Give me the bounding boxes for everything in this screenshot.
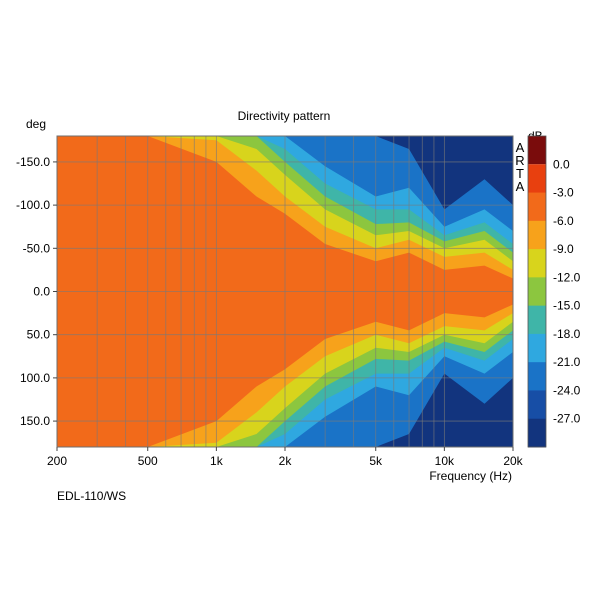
colorbar-label: -18.0 bbox=[553, 327, 581, 341]
y-tick-label: 100.0 bbox=[20, 371, 50, 385]
y-axis-label: deg bbox=[26, 117, 46, 131]
colorbar-label: -15.0 bbox=[553, 299, 581, 313]
grid-lines bbox=[57, 136, 513, 447]
colorbar-swatch bbox=[528, 333, 546, 363]
plot-area bbox=[57, 136, 513, 447]
x-tick-label: 5k bbox=[369, 454, 383, 468]
chart-title: Directivity pattern bbox=[238, 109, 331, 123]
watermark-letter: A bbox=[516, 140, 525, 155]
y-tick-label: -50.0 bbox=[23, 241, 51, 255]
x-tick-label: 1k bbox=[210, 454, 224, 468]
x-tick-label: 20k bbox=[503, 454, 523, 468]
watermark-letter: R bbox=[515, 153, 524, 168]
watermark-letter: T bbox=[516, 166, 524, 181]
colorbar-labels: 0.0 -3.0 -6.0 -9.0 -12.0 -15.0 -18.0 -21.0 -24.0… bbox=[553, 157, 581, 425]
colorbar-label: -27.0 bbox=[553, 412, 581, 426]
colorbar-swatch bbox=[528, 192, 546, 222]
y-axis-ticks: -150.0 -100.0 -50.0 0.0 50.0 100.0 150.0 bbox=[16, 155, 57, 428]
watermark-letter: A bbox=[516, 179, 525, 194]
colorbar-label: -21.0 bbox=[553, 355, 581, 369]
colorbar-swatch bbox=[528, 305, 546, 335]
colorbar-label: -9.0 bbox=[553, 242, 574, 256]
x-tick-label: 10k bbox=[435, 454, 455, 468]
colorbar-label: -6.0 bbox=[553, 214, 574, 228]
y-tick-label: 0.0 bbox=[33, 285, 50, 299]
y-tick-label: 150.0 bbox=[20, 414, 50, 428]
colorbar-swatch bbox=[528, 164, 546, 194]
y-tick-label: -100.0 bbox=[16, 198, 50, 212]
colorbar bbox=[527, 135, 547, 448]
y-tick-label: -150.0 bbox=[16, 155, 50, 169]
colorbar-label: 0.0 bbox=[553, 157, 570, 171]
colorbar-label: -12.0 bbox=[553, 270, 581, 284]
y-tick-label: 50.0 bbox=[27, 328, 51, 342]
colorbar-swatch bbox=[528, 277, 546, 307]
colorbar-swatch bbox=[528, 136, 546, 165]
colorbar-frame bbox=[527, 135, 547, 448]
colorbar-label: -3.0 bbox=[553, 186, 574, 200]
x-axis-label: Frequency (Hz) bbox=[429, 469, 512, 483]
x-tick-label: 2k bbox=[279, 454, 293, 468]
colorbar-swatch bbox=[528, 418, 546, 448]
colorbar-swatch bbox=[528, 390, 546, 420]
x-axis-ticks: 200 500 1k 2k 5k 10k 20k bbox=[47, 447, 524, 468]
x-tick-label: 500 bbox=[138, 454, 158, 468]
colorbar-label: -24.0 bbox=[553, 383, 581, 397]
colorbar-swatch bbox=[528, 220, 546, 250]
x-tick-label: 200 bbox=[47, 454, 67, 468]
colorbar-swatch bbox=[528, 249, 546, 278]
model-label: EDL-110/WS bbox=[57, 489, 126, 503]
colorbar-swatch bbox=[528, 362, 546, 391]
